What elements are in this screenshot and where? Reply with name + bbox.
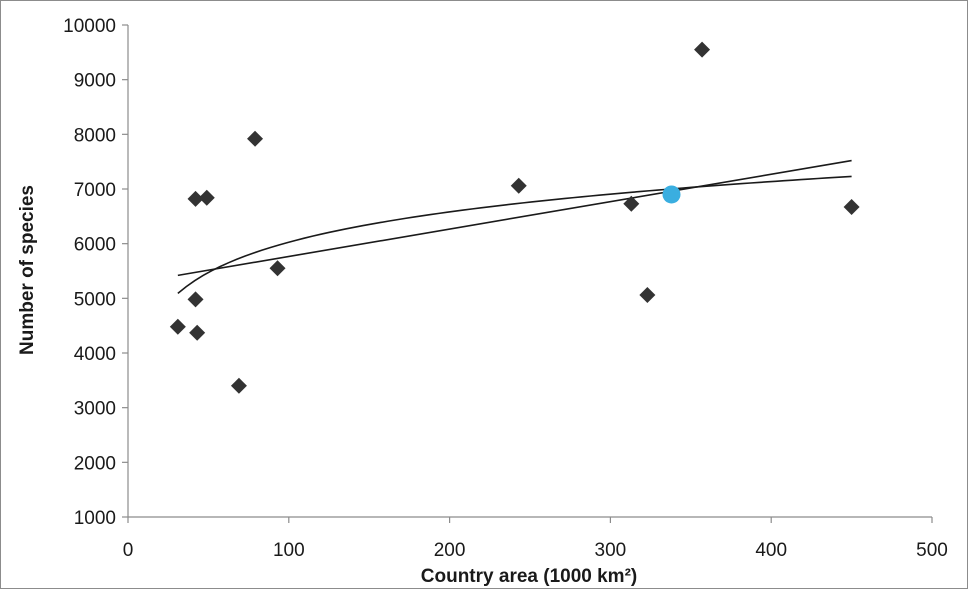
data-point-diamond [187,291,204,308]
x-tick-label: 300 [595,540,627,561]
data-point-diamond [189,324,206,341]
y-tick-label: 9000 [74,71,116,92]
data-point-diamond [247,130,264,147]
tick-labels: 1000200030004000500060007000800090001000… [63,16,948,561]
y-tick-label: 5000 [74,289,116,310]
data-point-diamond [694,41,711,58]
data-point-highlight [662,185,681,204]
data-point-diamond [269,260,286,277]
axes [122,24,933,523]
data-points [169,41,860,394]
data-point-diamond [169,318,186,335]
data-point-diamond [510,177,527,194]
logarithmic-trendline [177,175,852,295]
x-tick-label: 100 [273,540,305,561]
y-tick-label: 7000 [74,180,116,201]
y-axis-title: Number of species [17,185,38,355]
data-point-diamond [639,287,656,304]
x-tick-label: 500 [916,540,948,561]
data-point-diamond [623,195,640,212]
linear-trendline [177,159,852,277]
x-tick-label: 200 [434,540,466,561]
y-tick-label: 2000 [74,453,116,474]
y-tick-label: 1000 [74,508,116,529]
trendlines [177,159,852,295]
x-axis-title: Country area (1000 km²) [421,566,637,587]
x-tick-label: 0 [123,540,134,561]
data-point-diamond [230,377,247,394]
y-tick-label: 8000 [74,125,116,146]
y-tick-label: 10000 [63,16,116,37]
data-point-diamond [843,199,860,216]
y-tick-label: 3000 [74,399,116,420]
y-tick-label: 6000 [74,235,116,256]
data-point-diamond [187,190,204,207]
data-point-diamond [198,189,215,206]
x-tick-label: 400 [755,540,787,561]
y-tick-label: 4000 [74,344,116,365]
